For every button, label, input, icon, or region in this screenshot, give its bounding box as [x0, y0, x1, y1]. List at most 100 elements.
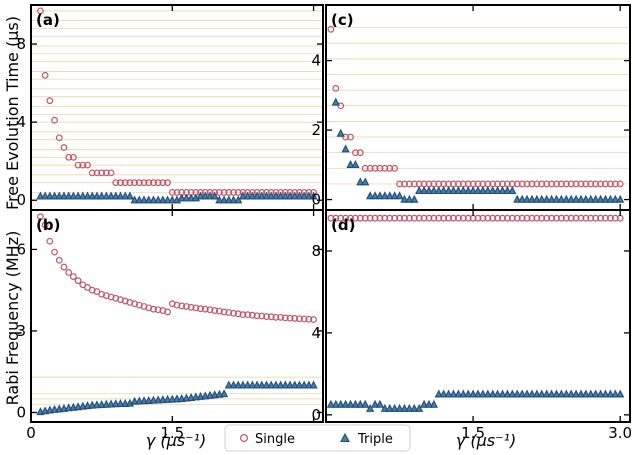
point-c-single-55	[597, 180, 604, 188]
point-d-single-5	[352, 214, 359, 222]
point-b-single-47	[258, 312, 266, 320]
xtick-label-d-2: 3.0	[608, 424, 632, 442]
point-d-single-36	[504, 214, 511, 222]
point-d-triple-24	[444, 389, 453, 398]
point-d-single-6	[356, 214, 364, 222]
point-c-triple-32	[488, 186, 497, 195]
point-a-triple-38	[215, 195, 224, 204]
point-a-single-18	[121, 179, 129, 187]
point-b-single-54	[291, 315, 299, 322]
point-a-triple-55	[295, 191, 304, 200]
point-c-triple-22	[439, 186, 448, 195]
point-c-triple-18	[419, 186, 429, 195]
point-c-triple-35	[503, 186, 512, 195]
point-d-triple-46	[552, 389, 561, 398]
point-d-single-26	[454, 214, 462, 222]
point-c-single-5	[352, 149, 359, 157]
point-b-triple-48	[262, 380, 271, 389]
point-c-triple-48	[567, 194, 576, 203]
panel-label-b: (b)	[36, 216, 60, 234]
point-c-triple-41	[532, 194, 541, 203]
point-b-single-44	[244, 311, 252, 319]
legend-frame	[224, 424, 411, 452]
point-b-triple-49	[267, 380, 276, 389]
point-b-triple-43	[238, 380, 248, 389]
ytick-label-d-1: 4	[311, 324, 321, 342]
point-b-single-50	[272, 313, 280, 321]
point-b-triple-52	[281, 380, 290, 389]
point-b-single-25	[154, 306, 162, 314]
point-c-single-56	[602, 180, 609, 188]
point-d-single-15	[401, 214, 408, 222]
point-a-triple-27	[163, 195, 172, 204]
point-b-single-27	[164, 308, 171, 316]
point-a-triple-53	[285, 191, 295, 200]
xlabel-left: γ (μs⁻¹)	[146, 431, 206, 450]
point-d-single-19	[420, 214, 428, 222]
point-c-single-16	[405, 180, 413, 188]
point-a-triple-14	[102, 191, 111, 200]
ytick-label-c-1: 2	[311, 121, 321, 139]
point-b-triple-17	[116, 398, 125, 407]
point-b-single-52	[281, 314, 289, 322]
point-a-triple-0	[36, 191, 45, 200]
point-a-triple-57	[304, 191, 313, 200]
point-c-triple-3	[346, 160, 355, 168]
point-d-single-23	[440, 214, 448, 222]
point-c-single-43	[538, 180, 546, 188]
point-b-single-41	[230, 309, 237, 317]
point-a-triple-15	[106, 191, 116, 200]
point-c-triple-44	[547, 194, 556, 203]
point-b-single-35	[201, 305, 209, 313]
panel-label-a: (a)	[36, 11, 60, 29]
point-d-single-33	[489, 214, 497, 222]
ytick-label-c-0: 0	[311, 191, 321, 209]
point-b-single-29	[173, 301, 181, 309]
point-c-triple-54	[596, 194, 605, 203]
point-a-triple-51	[276, 191, 285, 200]
point-d-triple-17	[410, 403, 419, 412]
point-d-single-38	[513, 214, 521, 222]
point-d-triple-34	[493, 389, 502, 398]
point-a-single-0	[37, 7, 44, 15]
panel-frame-c	[325, 4, 631, 211]
point-c-single-9	[371, 164, 379, 172]
ylabel-bottom: Rabi Frequency (MHz)	[3, 231, 22, 406]
point-c-single-8	[366, 164, 374, 172]
point-c-single-3	[342, 133, 350, 141]
point-b-single-46	[253, 312, 261, 320]
point-d-triple-42	[532, 389, 541, 398]
point-b-triple-56	[300, 380, 309, 389]
point-d-triple-43	[537, 389, 546, 398]
point-c-single-17	[410, 180, 418, 188]
point-b-triple-54	[290, 380, 299, 389]
point-b-single-2	[46, 237, 54, 245]
point-a-single-10	[84, 161, 91, 169]
point-b-triple-58	[309, 380, 318, 389]
point-c-single-0	[327, 25, 335, 33]
point-b-single-55	[296, 315, 303, 323]
ytick-label-d-0: 0	[311, 406, 321, 424]
point-d-single-2	[337, 214, 345, 222]
point-d-single-12	[386, 214, 394, 222]
point-b-single-58	[310, 316, 317, 323]
point-d-triple-39	[518, 389, 527, 398]
point-a-single-29	[173, 189, 181, 196]
point-d-single-4	[347, 214, 354, 222]
point-d-single-41	[528, 214, 536, 222]
point-c-triple-37	[513, 194, 522, 203]
point-a-single-28	[168, 189, 176, 196]
point-c-triple-23	[444, 186, 453, 195]
point-a-triple-3	[50, 191, 59, 200]
point-b-single-34	[197, 305, 204, 313]
point-d-single-53	[587, 214, 595, 222]
point-d-single-35	[499, 214, 506, 222]
point-b-single-8	[74, 277, 82, 285]
point-d-single-7	[361, 214, 369, 222]
point-d-triple-25	[449, 389, 458, 398]
point-a-triple-11	[88, 191, 97, 200]
point-d-triple-10	[375, 399, 385, 408]
point-c-triple-4	[351, 160, 360, 168]
point-b-single-31	[183, 303, 190, 310]
point-a-single-12	[93, 169, 101, 177]
